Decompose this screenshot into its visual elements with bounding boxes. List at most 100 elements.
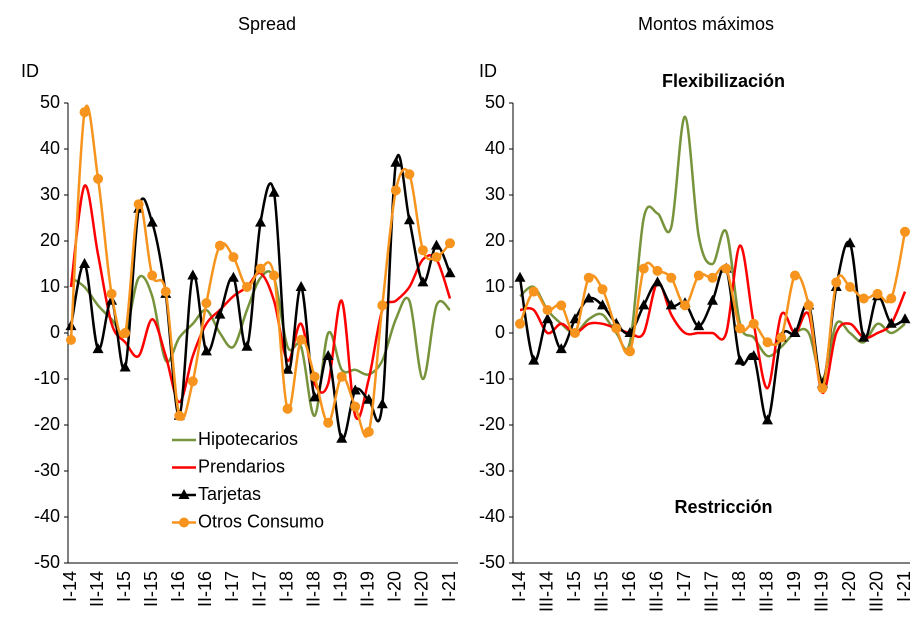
marker: [309, 371, 320, 382]
y-tick-label: -10: [34, 368, 60, 388]
x-tick-label: II-20: [412, 571, 432, 607]
marker: [309, 391, 321, 402]
y-tick-label: -50: [479, 552, 505, 572]
marker: [295, 281, 307, 291]
marker: [431, 252, 442, 263]
y-tick-label: 20: [40, 230, 60, 250]
marker: [241, 340, 253, 351]
marker: [404, 169, 415, 180]
marker: [721, 263, 732, 274]
y-axis-label: ID: [21, 61, 39, 81]
y-tick-label: 0: [495, 322, 505, 342]
y-tick-label: -20: [479, 414, 505, 434]
marker: [417, 245, 428, 256]
x-tick-label: I-15: [114, 571, 134, 602]
marker: [789, 327, 801, 337]
x-tick-label: III-16: [646, 571, 666, 612]
x-tick-label: I-17: [222, 571, 242, 602]
marker: [403, 214, 415, 225]
marker: [886, 293, 897, 304]
legend-marker: [179, 517, 189, 528]
marker: [133, 199, 144, 210]
marker: [444, 267, 456, 278]
marker: [803, 300, 814, 311]
x-tick-label: I-15: [564, 571, 584, 602]
x-tick-label: II-14: [87, 571, 107, 607]
marker: [255, 263, 266, 274]
marker: [555, 343, 567, 354]
marker: [174, 410, 185, 421]
marker: [430, 239, 442, 250]
marker: [200, 345, 212, 356]
x-tick-label: I-19: [330, 571, 350, 602]
marker: [201, 298, 212, 309]
marker: [119, 361, 131, 372]
x-tick-label: III-15: [591, 571, 611, 612]
marker: [66, 334, 76, 345]
annotation: Restricción: [674, 497, 772, 517]
marker: [106, 288, 117, 299]
marker: [570, 328, 580, 338]
y-tick-label: 30: [40, 184, 60, 204]
y-tick-label: -30: [34, 460, 60, 480]
marker: [282, 403, 293, 414]
legend-label: Prendarios: [198, 456, 285, 476]
y-tick-label: -20: [34, 414, 60, 434]
marker: [92, 343, 104, 354]
marker: [844, 237, 856, 248]
marker: [187, 376, 198, 387]
series-line: [518, 231, 907, 390]
marker: [542, 313, 553, 324]
y-tick-label: 40: [485, 138, 505, 158]
marker: [735, 323, 745, 334]
legend-label: Tarjetas: [198, 484, 261, 504]
y-tick-label: -40: [479, 506, 505, 526]
marker: [350, 401, 361, 412]
marker: [336, 371, 347, 382]
x-tick-label: II-18: [303, 571, 323, 607]
marker: [227, 271, 239, 282]
marker: [762, 414, 773, 425]
y-tick-label: 50: [40, 92, 60, 112]
marker: [376, 398, 388, 409]
marker: [336, 432, 348, 443]
marker: [666, 272, 677, 283]
legend-marker: [178, 489, 190, 499]
marker: [597, 284, 608, 295]
marker: [776, 332, 787, 343]
marker: [707, 294, 718, 305]
marker: [734, 354, 746, 365]
marker: [79, 107, 90, 118]
marker: [638, 299, 650, 310]
marker: [282, 363, 294, 374]
marker: [845, 282, 855, 292]
marker: [515, 318, 525, 329]
marker: [268, 186, 280, 197]
marker: [255, 216, 266, 227]
marker: [899, 313, 911, 324]
marker: [390, 185, 401, 196]
marker: [817, 383, 828, 394]
marker: [900, 226, 910, 237]
marker: [790, 270, 800, 281]
annotation: Flexibilización: [662, 71, 785, 91]
marker: [542, 305, 553, 315]
marker: [187, 269, 199, 280]
marker: [514, 271, 526, 282]
marker: [707, 272, 718, 283]
x-tick-label: III-18: [756, 571, 776, 612]
marker: [269, 270, 280, 281]
y-tick-label: 40: [40, 138, 60, 158]
y-tick-label: 50: [485, 92, 505, 112]
marker: [583, 272, 594, 283]
series-line: [69, 153, 452, 441]
marker: [322, 350, 334, 360]
x-tick-label: III-19: [811, 571, 831, 612]
marker: [858, 293, 869, 304]
x-tick-label: I-14: [60, 571, 80, 602]
marker: [363, 426, 374, 437]
marker: [680, 300, 690, 311]
marker: [583, 292, 595, 303]
marker: [638, 263, 649, 274]
